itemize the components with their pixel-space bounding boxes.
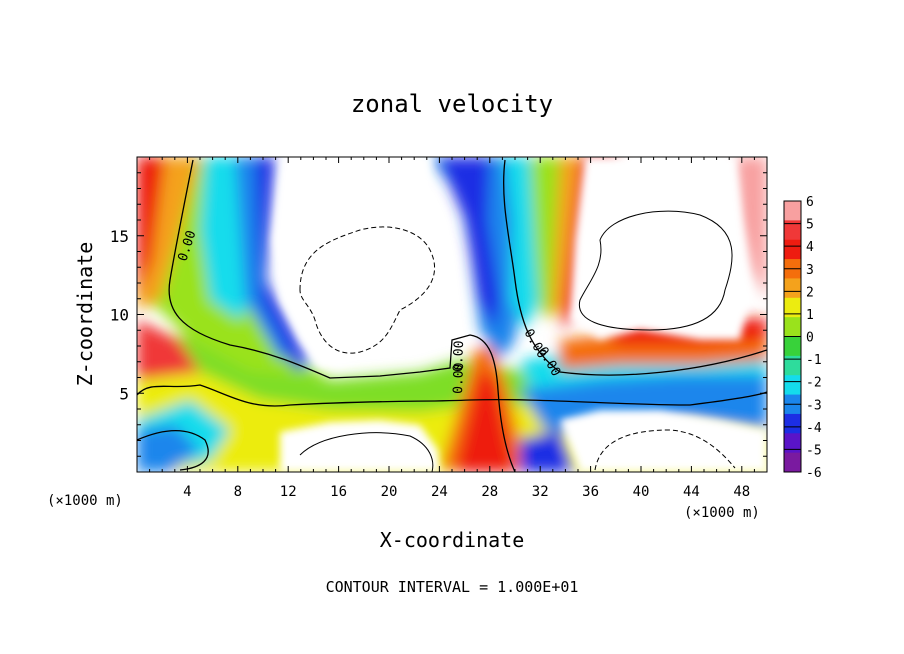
x-tick-label: 28 xyxy=(481,484,498,500)
x-tick-label: 24 xyxy=(431,484,448,500)
colorbar-swatch xyxy=(784,239,801,260)
x-axis-label: X-coordinate xyxy=(380,528,525,552)
heatmap-field xyxy=(137,157,767,472)
colorbar-label: 5 xyxy=(806,218,814,233)
x-tick-label: 4 xyxy=(183,484,191,500)
contour-label: 0.00 xyxy=(451,340,467,372)
colorbar-label: 6 xyxy=(806,195,814,210)
colorbar-swatch xyxy=(784,452,801,473)
colorbar-swatch xyxy=(784,201,801,221)
y-axis-label: Z-coordinate xyxy=(73,242,97,387)
colorbar-swatch xyxy=(784,297,801,318)
x-tick-label: 44 xyxy=(683,484,700,500)
colorbar-swatch xyxy=(784,413,801,434)
x-tick-label: 48 xyxy=(733,484,750,500)
x-tick-label: 36 xyxy=(582,484,599,500)
x-axis: 4 8 12 16 20 24 28 32 36 40 44 48 xyxy=(149,157,755,500)
colorbar-swatch xyxy=(784,355,801,376)
contour-interval-note: CONTOUR INTERVAL = 1.000E+01 xyxy=(326,578,579,596)
x-tick-label: 20 xyxy=(381,484,398,500)
y-tick-label: 15 xyxy=(110,227,129,246)
x-axis-unit-right: (×1000 m) xyxy=(684,505,760,521)
colorbar: 6 5 4 3 2 1 0 -1 -2 -3 -4 -5 -6 xyxy=(783,195,822,481)
colorbar-label: -2 xyxy=(806,376,822,391)
colorbar-label: -5 xyxy=(806,443,822,458)
colorbar-swatch xyxy=(784,336,801,357)
x-tick-label: 8 xyxy=(234,484,242,500)
colorbar-label: 2 xyxy=(806,285,814,300)
colorbar-swatch xyxy=(784,220,801,241)
colorbar-swatch xyxy=(784,317,801,337)
colorbar-label: 0 xyxy=(806,331,814,346)
contour-lines xyxy=(137,159,767,472)
colorbar-label: -4 xyxy=(806,421,822,436)
colorbar-label: 4 xyxy=(806,240,814,255)
x-tick-label: 16 xyxy=(330,484,347,500)
colorbar-swatch xyxy=(784,375,801,396)
colorbar-label: -3 xyxy=(806,398,822,413)
x-axis-unit-left: (×1000 m) xyxy=(47,493,123,509)
y-axis: 5 10 15 xyxy=(110,172,767,457)
x-tick-label: 40 xyxy=(633,484,650,500)
chart-title: zonal velocity xyxy=(351,90,553,118)
colorbar-label: 1 xyxy=(806,308,814,323)
y-tick-label: 10 xyxy=(110,306,129,325)
x-tick-label: 12 xyxy=(280,484,297,500)
colorbar-swatch xyxy=(784,433,801,454)
y-tick-label: 5 xyxy=(119,384,129,403)
x-tick-label: 32 xyxy=(532,484,549,500)
colorbar-swatch xyxy=(784,278,801,299)
colorbar-label: -6 xyxy=(806,466,822,481)
colorbar-label: -1 xyxy=(806,353,822,368)
contour-label: 0.00 xyxy=(451,362,467,394)
colorbar-label: 3 xyxy=(806,263,814,278)
